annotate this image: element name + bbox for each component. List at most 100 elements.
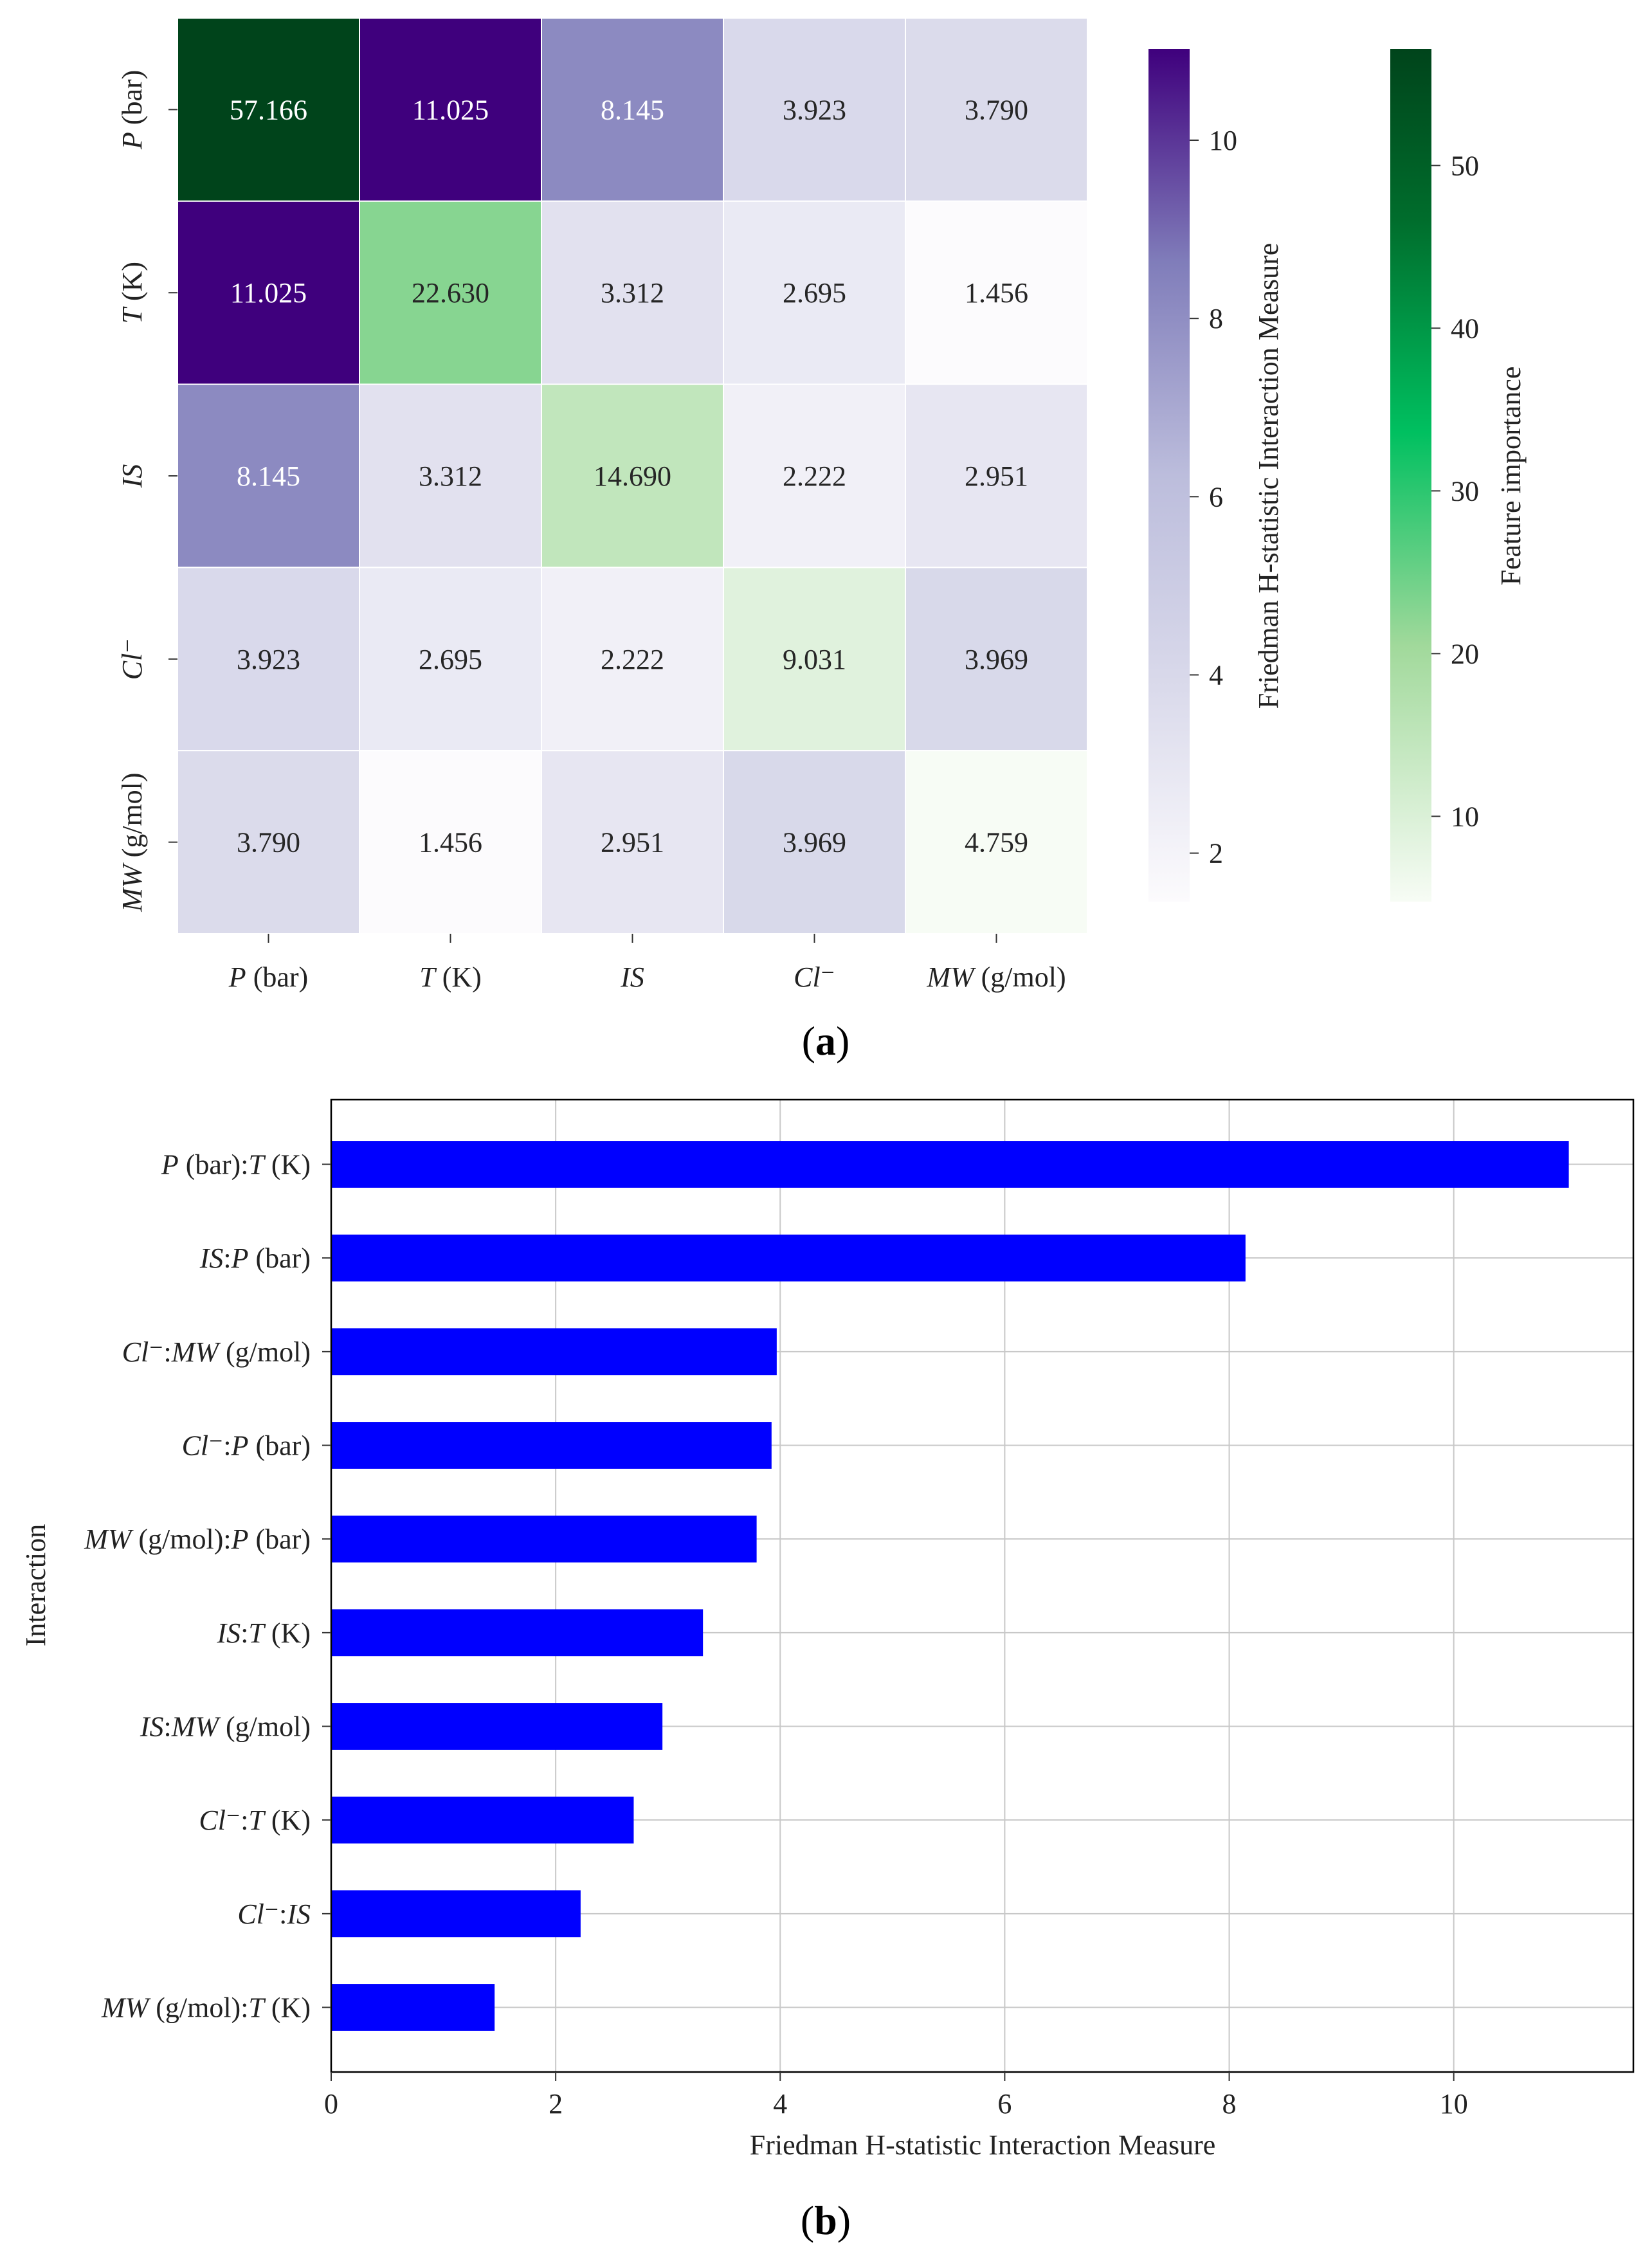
heatmap-cell [541, 200, 724, 385]
heatmap-cell-value: 11.025 [412, 94, 489, 125]
bar-category-label: P (bar):T (K) [161, 1149, 311, 1181]
heatmap-cell-value: 8.145 [601, 94, 664, 125]
heatmap-row-label: T (K) [116, 262, 148, 324]
bar-chart-panel: P (bar):T (K) IS:P (bar) Cl⁻:MW (g/mol) Cl⁻… [84, 1098, 1635, 2120]
colorbar-feature-importance-ticks: 10 20 30 40 50 [1431, 150, 1479, 832]
bar-plot-frame [330, 1098, 1635, 2073]
bar-category-label: IS:P (bar) [199, 1242, 311, 1274]
bar-category-label: IS:MW (g/mol) [140, 1711, 311, 1742]
bar-category-label: Cl⁻:P (bar) [182, 1430, 311, 1462]
panel-a-letter: a [815, 1018, 836, 1064]
colorbar-tick-label: 30 [1451, 475, 1479, 507]
bar [331, 1796, 634, 1844]
bar-category-label: MW (g/mol):T (K) [101, 1992, 311, 2023]
heatmap-cell-value: 2.951 [965, 460, 1028, 492]
heatmap-cell-value: 9.031 [783, 644, 846, 675]
heatmap-row-label: P (bar) [116, 70, 148, 150]
heatmap-cell-value: 3.790 [237, 827, 300, 859]
colorbar-tick-label: 6 [1209, 481, 1223, 513]
bar [331, 1984, 495, 2031]
heatmap-col-label: Cl⁻ [794, 961, 835, 993]
colorbar-feature-importance: 10 20 30 40 50 Feature importance [1390, 49, 1527, 902]
colorbar-feature-importance-gradient [1390, 49, 1431, 902]
heatmap-cell-value: 14.690 [594, 460, 671, 492]
heatmap-cell [723, 17, 906, 202]
heatmap-cell [177, 17, 360, 202]
heatmap-col-label: IS [620, 961, 644, 993]
heatmap-cell-value: 11.025 [230, 277, 307, 309]
heatmap-cell-value: 2.695 [419, 644, 482, 675]
bar-x-axis-title: Friedman H-statistic Interaction Measure [750, 2129, 1216, 2161]
colorbar-h-statistic-gradient [1148, 49, 1190, 902]
heatmap-cell-value: 2.222 [783, 460, 846, 492]
heatmap-cell [723, 567, 906, 752]
panel-b-letter: b [814, 2197, 837, 2243]
bar-category-label: MW (g/mol):P (bar) [84, 1523, 311, 1555]
heatmap-row-label: Cl⁻ [116, 638, 148, 680]
heatmap-cell-value: 3.790 [965, 94, 1028, 125]
bar-x-tick-label: 8 [1222, 2088, 1237, 2120]
heatmap-cell [541, 17, 724, 202]
bar-x-tick-label: 4 [773, 2088, 787, 2120]
heatmap-cell-value: 57.166 [230, 94, 307, 125]
heatmap-cell-value: 3.969 [783, 827, 846, 859]
heatmap-cell-value: 3.923 [237, 644, 300, 675]
heatmap-cell [541, 383, 724, 568]
bar [331, 1328, 777, 1376]
heatmap-cell [177, 750, 360, 934]
colorbar-feature-importance-title: Feature importance [1495, 367, 1527, 586]
bar [331, 1141, 1569, 1188]
heatmap-cell-value: 3.969 [965, 644, 1028, 675]
colorbar-h-statistic-ticks: 2 4 6 8 10 [1190, 125, 1237, 869]
heatmap-panel: 57.166 11.025 8.145 3.923 3.790 11.025 22.630 3… [116, 17, 1088, 993]
colorbar-tick-label: 10 [1451, 801, 1479, 832]
colorbar-tick-label: 8 [1209, 303, 1223, 334]
colorbar-tick-label: 4 [1209, 659, 1223, 691]
bar-category-label: Cl⁻:MW (g/mol) [122, 1336, 311, 1368]
heatmap-cell [359, 750, 542, 934]
bar [331, 1234, 1246, 1282]
colorbar-tick-label: 50 [1451, 150, 1479, 181]
panel-a-label: (a) [802, 1018, 850, 1064]
bar-category-label: IS:T (K) [217, 1617, 311, 1649]
heatmap-cell [905, 383, 1088, 568]
bar-x-tick-label: 6 [997, 2088, 1012, 2120]
bar [331, 1890, 581, 1938]
heatmap-cell-value: 2.951 [601, 827, 664, 859]
bar-y-axis-title: Interaction [20, 1524, 51, 1647]
heatmap-cell [359, 567, 542, 752]
heatmap-cell-value: 3.312 [419, 460, 482, 492]
bar [331, 1703, 663, 1750]
heatmap-cell [905, 200, 1088, 385]
colorbar-tick-label: 40 [1451, 313, 1479, 344]
heatmap-cell [177, 200, 360, 385]
bar-x-tick-label: 0 [324, 2088, 338, 2120]
heatmap-cell [541, 750, 724, 934]
bar [331, 1515, 757, 1563]
heatmap-cell-value: 4.759 [965, 827, 1028, 859]
bar [331, 1609, 703, 1657]
colorbar-tick-label: 2 [1209, 838, 1223, 869]
heatmap-cell-value: 2.695 [783, 277, 846, 309]
heatmap-cell [905, 567, 1088, 752]
panel-b-label: (b) [801, 2197, 851, 2243]
heatmap-cell-value: 2.222 [601, 644, 664, 675]
heatmap-row-label: IS [116, 464, 148, 489]
bar-x-tick-label: 10 [1440, 2088, 1468, 2120]
heatmap-col-label: MW (g/mol) [926, 961, 1066, 993]
bar-category-label: Cl⁻:IS [237, 1898, 311, 1930]
heatmap-col-label: P (bar) [228, 961, 308, 993]
colorbar-tick-label: 10 [1209, 125, 1237, 156]
bar [331, 1422, 772, 1469]
heatmap-cell [723, 383, 906, 568]
heatmap-row-label: MW (g/mol) [116, 772, 148, 912]
heatmap-cell-value: 1.456 [419, 827, 482, 859]
heatmap-cell-value: 22.630 [412, 277, 489, 309]
heatmap-cell [905, 17, 1088, 202]
colorbar-tick-label: 20 [1451, 638, 1479, 669]
heatmap-cell-value: 3.312 [601, 277, 664, 309]
heatmap-cell [905, 750, 1088, 934]
heatmap-cell-value: 1.456 [965, 277, 1028, 309]
